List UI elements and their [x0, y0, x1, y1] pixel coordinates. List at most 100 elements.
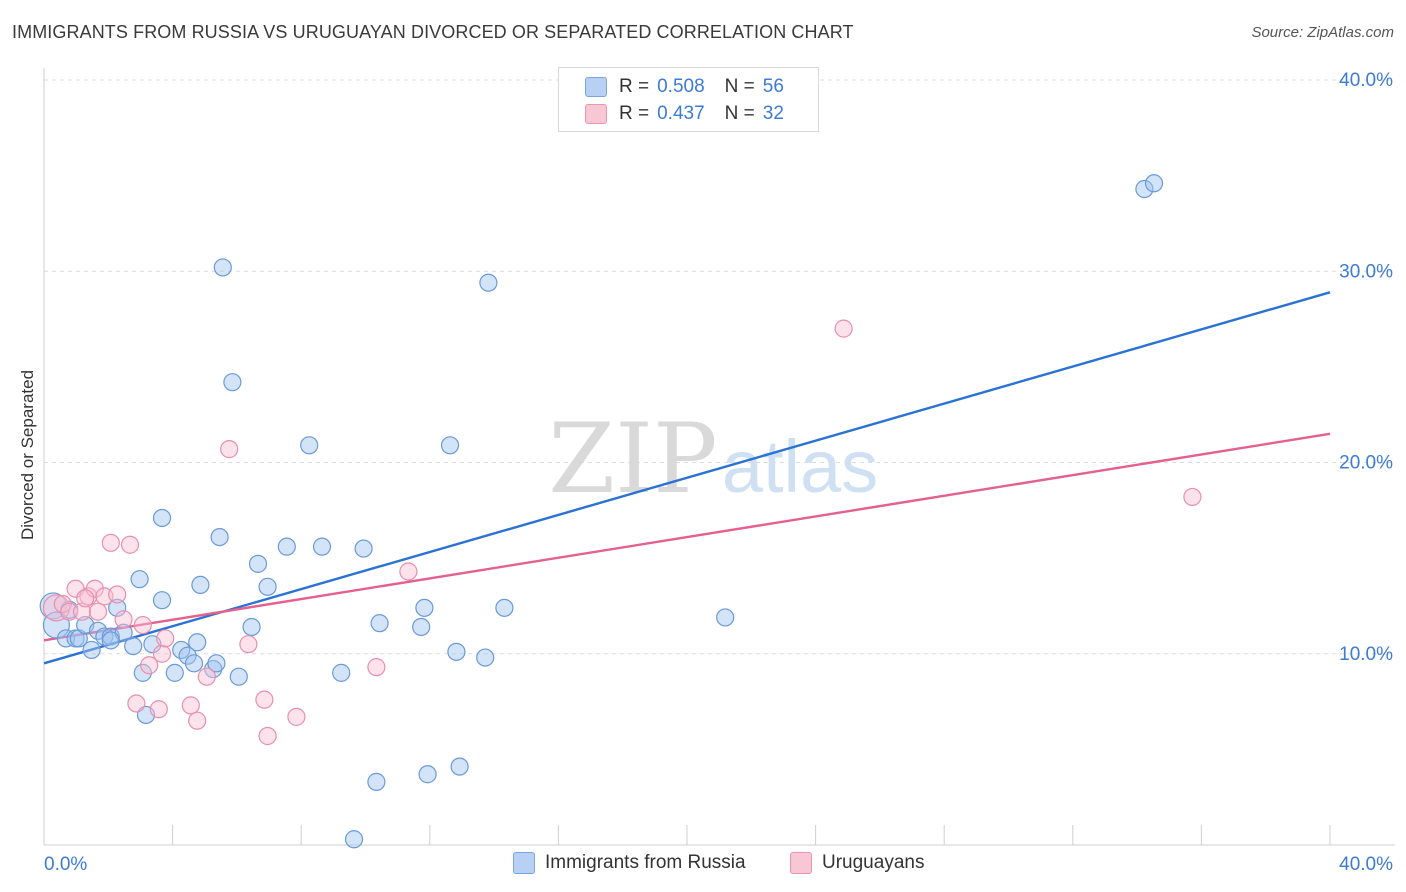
point-russia-31: [248, 554, 268, 573]
point-uruguayans-15: [140, 656, 159, 675]
point-russia-45: [447, 642, 466, 661]
point-russia-43: [418, 765, 437, 784]
y-tick-label-0: 10.0%: [1339, 644, 1393, 665]
legend-r-label: R =: [619, 76, 650, 97]
point-russia-46: [450, 757, 469, 776]
watermark-atlas: atlas: [722, 425, 878, 508]
point-uruguayans-6: [85, 579, 104, 598]
series-swatch-russia: [513, 852, 535, 874]
point-uruguayans-31: [76, 589, 95, 608]
point-russia-38: [354, 539, 373, 558]
point-uruguayans-25: [258, 726, 277, 746]
point-uruguayans-28: [399, 562, 418, 581]
point-russia-28: [223, 373, 242, 392]
point-russia-54: [207, 654, 226, 673]
point-uruguayans-14: [133, 615, 152, 635]
legend-row-russia: R = 0.508 N = 56: [585, 74, 784, 100]
series-name-russia: Immigrants from Russia: [545, 852, 746, 873]
point-uruguayans-11: [114, 610, 133, 629]
point-russia-41: [412, 617, 431, 637]
point-uruguayans-18: [156, 629, 175, 648]
point-uruguayans-7: [88, 602, 108, 621]
watermark-zip: ZIP: [548, 403, 717, 515]
legend-r-value-russia: 0.508: [657, 76, 705, 97]
legend-row-uruguayans: R = 0.437 N = 32: [585, 101, 784, 127]
point-russia-44: [440, 436, 460, 455]
point-uruguayans-13: [127, 694, 146, 713]
point-russia-42: [415, 598, 434, 617]
trend-line-russia: [43, 291, 1331, 665]
data-points: [39, 174, 1202, 849]
legend-r-label: R =: [619, 103, 650, 124]
point-uruguayans-2: [60, 602, 79, 621]
point-uruguayans-29: [834, 319, 853, 338]
point-uruguayans-26: [287, 707, 306, 726]
legend-swatch-russia: [585, 77, 607, 97]
series-name-uruguayans: Uruguayans: [822, 852, 925, 873]
point-uruguayans-4: [72, 602, 92, 621]
point-russia-19: [165, 663, 184, 682]
point-uruguayans-16: [149, 700, 168, 719]
trend-line-uruguayans: [43, 432, 1331, 642]
x-tick-label-1: 40.0%: [1339, 854, 1393, 875]
point-uruguayans-27: [367, 658, 386, 677]
point-russia-27: [213, 258, 232, 277]
point-russia-30: [242, 617, 261, 637]
point-russia-55: [101, 631, 120, 650]
point-russia-49: [495, 598, 514, 617]
point-russia-24: [191, 575, 210, 595]
watermark: ZIP atlas: [548, 403, 878, 515]
chart-title: IMMIGRANTS FROM RUSSIA VS URUGUAYAN DIVO…: [12, 22, 854, 42]
point-russia-29: [229, 667, 248, 686]
point-uruguayans-24: [255, 690, 274, 709]
legend-swatch-uruguayans: [585, 104, 607, 124]
point-russia-48: [479, 273, 498, 292]
point-uruguayans-0: [42, 594, 71, 622]
y-tick-label-1: 20.0%: [1339, 453, 1393, 474]
point-uruguayans-20: [188, 711, 207, 730]
point-uruguayans-10: [108, 585, 127, 604]
point-russia-40: [370, 614, 389, 633]
point-russia-7: [82, 640, 101, 660]
point-russia-35: [312, 537, 332, 556]
point-russia-47: [476, 648, 495, 667]
point-russia-50: [716, 608, 735, 627]
point-uruguayans-9: [101, 533, 120, 552]
series-legend-russia[interactable]: Immigrants from Russia: [513, 852, 746, 874]
point-russia-11: [108, 598, 127, 617]
point-russia-39: [367, 772, 386, 791]
point-russia-14: [130, 570, 149, 589]
gridlines: [44, 79, 1395, 655]
point-russia-51: [1135, 179, 1154, 199]
point-uruguayans-17: [152, 644, 172, 663]
point-uruguayans-19: [181, 696, 200, 715]
series-swatch-uruguayans: [790, 852, 812, 874]
point-russia-52: [1144, 174, 1164, 193]
source-label: Source: ZipAtlas.com: [1251, 24, 1394, 41]
point-russia-2: [56, 629, 76, 648]
point-uruguayans-22: [220, 440, 239, 459]
point-russia-13: [124, 636, 143, 656]
correlation-legend: R = 0.508 N = 56 R = 0.437 N = 32: [558, 67, 819, 132]
legend-n-label: N =: [724, 103, 755, 124]
point-russia-23: [188, 633, 207, 652]
point-russia-26: [210, 527, 229, 547]
point-uruguayans-12: [120, 535, 140, 554]
y-tick-label-2: 30.0%: [1339, 261, 1393, 282]
point-uruguayans-30: [1183, 487, 1202, 507]
point-russia-37: [344, 830, 364, 849]
point-russia-34: [300, 436, 319, 455]
series-legend: Immigrants from Russia Uruguayans: [0, 852, 1406, 878]
point-russia-33: [277, 537, 296, 556]
legend-n-value-russia: 56: [762, 76, 784, 97]
point-russia-32: [258, 577, 277, 596]
y-tick-label-3: 40.0%: [1339, 70, 1393, 91]
point-uruguayans-21: [197, 667, 216, 686]
axes: [43, 68, 1395, 846]
series-legend-uruguayans[interactable]: Uruguayans: [790, 852, 924, 874]
point-russia-18: [152, 508, 172, 528]
point-russia-17: [152, 591, 172, 610]
legend-r-value-uruguayans: 0.437: [657, 103, 705, 124]
legend-n-value-uruguayans: 32: [762, 103, 784, 124]
